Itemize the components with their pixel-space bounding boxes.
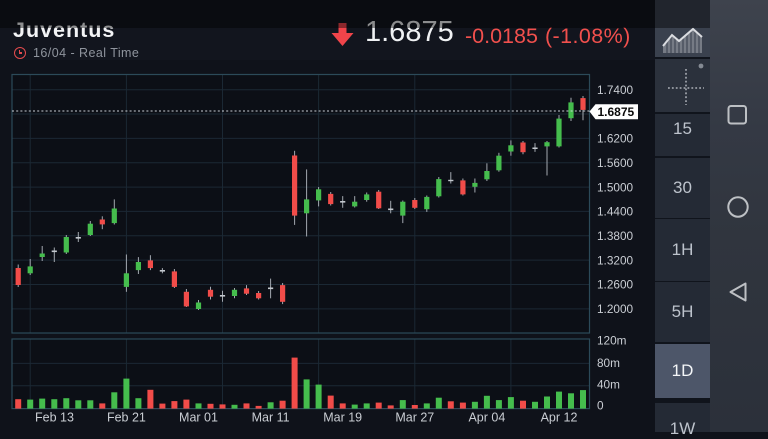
svg-text:1.4400: 1.4400 [597,205,634,219]
svg-text:1.2600: 1.2600 [597,278,634,292]
svg-text:40m: 40m [597,378,620,392]
svg-text:1.6200: 1.6200 [597,132,634,146]
svg-text:Mar 27: Mar 27 [395,411,434,425]
svg-text:Mar 19: Mar 19 [323,411,362,425]
svg-text:Mar 11: Mar 11 [252,411,290,425]
svg-text:Apr 04: Apr 04 [468,411,505,425]
svg-text:1.6875: 1.6875 [598,105,635,119]
svg-text:Feb 21: Feb 21 [107,411,146,425]
svg-text:80m: 80m [597,356,620,370]
svg-text:0: 0 [597,399,604,413]
svg-text:1.3800: 1.3800 [597,229,634,243]
svg-text:1.3200: 1.3200 [597,253,634,267]
svg-text:1.5600: 1.5600 [597,156,634,170]
svg-text:1.7400: 1.7400 [597,83,634,97]
svg-text:Mar 01: Mar 01 [179,411,218,425]
svg-text:Apr 12: Apr 12 [541,411,578,425]
svg-text:120m: 120m [597,334,627,348]
svg-text:1.2000: 1.2000 [597,302,634,316]
svg-text:1.5000: 1.5000 [597,180,634,194]
svg-text:Feb 13: Feb 13 [35,411,74,425]
